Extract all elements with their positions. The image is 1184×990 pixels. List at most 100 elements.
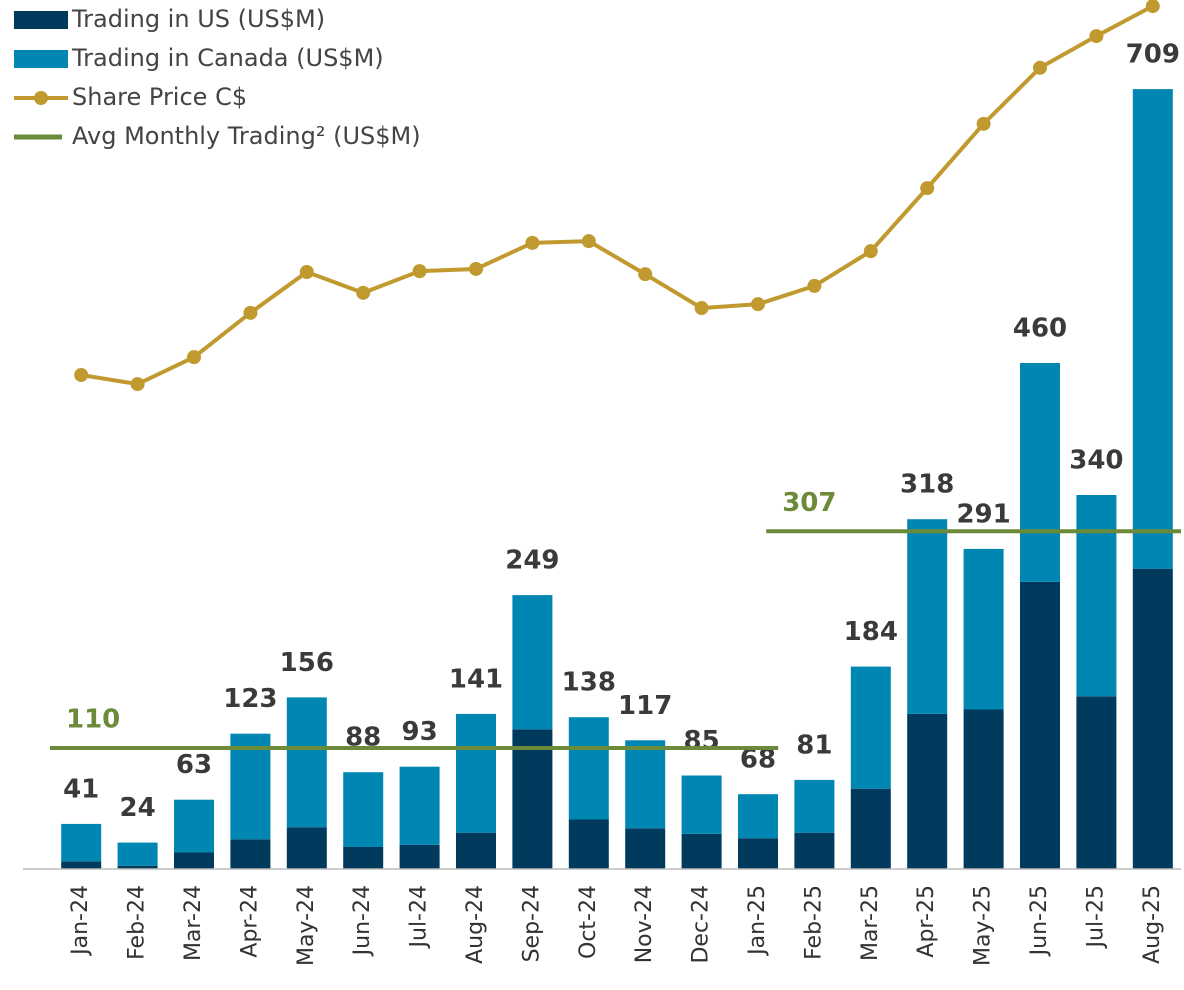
total-label: 249 <box>505 546 559 576</box>
price-point <box>74 367 89 382</box>
legend-swatch <box>14 11 68 29</box>
bar <box>625 828 666 869</box>
x-tick-label: Sep-24 <box>519 885 544 962</box>
legend-label: Avg Monthly Trading² (US$M) <box>72 122 421 150</box>
x-tick-label: Oct-24 <box>576 885 601 959</box>
price-point <box>525 235 540 250</box>
bar <box>850 788 891 869</box>
bar <box>907 713 948 869</box>
legend-swatch <box>14 50 68 68</box>
x-tick-label: May-24 <box>294 885 319 966</box>
price-point <box>356 285 371 300</box>
total-label: 41 <box>63 774 99 804</box>
price-point <box>243 305 258 320</box>
bar <box>174 799 214 853</box>
bar <box>1132 568 1173 869</box>
price-point <box>1033 60 1047 75</box>
bar <box>61 823 102 862</box>
price-point <box>694 301 709 316</box>
x-tick-label: Apr-24 <box>237 885 262 958</box>
legend-label: Trading in Canada (US$M) <box>71 44 384 72</box>
total-label: 81 <box>796 730 832 760</box>
x-tick-label: Jul-24 <box>407 885 432 949</box>
total-label: 93 <box>402 717 438 747</box>
total-label: 291 <box>956 499 1010 529</box>
x-tick-label: Mar-25 <box>858 885 883 961</box>
price-point <box>920 181 935 196</box>
bar <box>1076 495 1117 697</box>
bar <box>738 838 778 869</box>
total-label: 141 <box>449 664 503 694</box>
x-tick-label: Feb-24 <box>125 885 150 960</box>
bar <box>512 595 553 730</box>
bar <box>1132 89 1173 569</box>
total-label: 117 <box>618 691 672 721</box>
price-point <box>1089 29 1104 44</box>
avg-label: 307 <box>782 488 836 518</box>
x-tick-label: Nov-24 <box>632 885 657 963</box>
total-label: 63 <box>176 750 212 780</box>
bar <box>738 794 778 839</box>
legend-swatch <box>34 91 48 105</box>
price-point <box>130 377 145 392</box>
bar <box>399 766 440 845</box>
bar <box>174 852 214 869</box>
bar <box>963 548 1004 710</box>
price-point <box>807 278 822 293</box>
bar <box>681 833 722 869</box>
price-point <box>1145 0 1160 14</box>
bar <box>794 832 835 869</box>
price-point <box>412 264 427 279</box>
x-tick-label: Jun-25 <box>1027 885 1052 957</box>
total-label: 156 <box>280 648 334 678</box>
legend-label: Share Price C$ <box>72 83 247 111</box>
price-point <box>976 116 991 131</box>
bar <box>343 772 384 847</box>
bar <box>794 779 835 833</box>
x-tick-label: Feb-25 <box>801 885 826 960</box>
bar <box>568 717 609 820</box>
total-label: 340 <box>1069 446 1123 476</box>
bar <box>963 709 1004 869</box>
bar <box>1020 363 1060 582</box>
bar <box>117 865 158 869</box>
price-point <box>469 261 483 276</box>
bar <box>456 832 496 869</box>
avg-label: 110 <box>66 705 120 735</box>
bar <box>1076 696 1117 869</box>
x-tick-label: Mar-24 <box>181 885 206 961</box>
x-tick-label: Jun-24 <box>350 885 375 957</box>
total-label: 460 <box>1013 314 1067 344</box>
bar <box>399 844 440 869</box>
price-point <box>299 264 314 279</box>
x-tick-label: Aug-25 <box>1140 885 1165 964</box>
x-tick-label: Dec-24 <box>689 885 714 964</box>
bar <box>568 819 609 869</box>
price-point <box>638 267 653 282</box>
price-point <box>187 350 201 365</box>
bar <box>625 740 666 829</box>
bar <box>343 847 384 869</box>
total-label: 184 <box>844 617 898 647</box>
bar <box>850 666 891 789</box>
total-label: 24 <box>120 793 156 823</box>
total-label: 318 <box>900 470 954 500</box>
total-label: 85 <box>684 726 720 756</box>
bar <box>286 697 327 828</box>
x-tick-label: Jul-25 <box>1083 885 1108 949</box>
bar <box>512 729 553 869</box>
bar <box>230 733 271 840</box>
x-tick-label: Aug-24 <box>463 885 488 964</box>
price-point <box>863 244 878 259</box>
x-tick-label: Jan-25 <box>745 885 770 957</box>
total-label: 123 <box>223 684 277 714</box>
price-point <box>751 297 765 312</box>
x-tick-label: Jan-24 <box>68 885 93 957</box>
bar <box>456 713 496 833</box>
total-label: 709 <box>1126 40 1180 70</box>
total-label: 138 <box>562 668 616 698</box>
x-tick-label: Apr-25 <box>914 885 939 958</box>
bar <box>117 842 158 866</box>
x-tick-label: May-25 <box>971 885 996 966</box>
